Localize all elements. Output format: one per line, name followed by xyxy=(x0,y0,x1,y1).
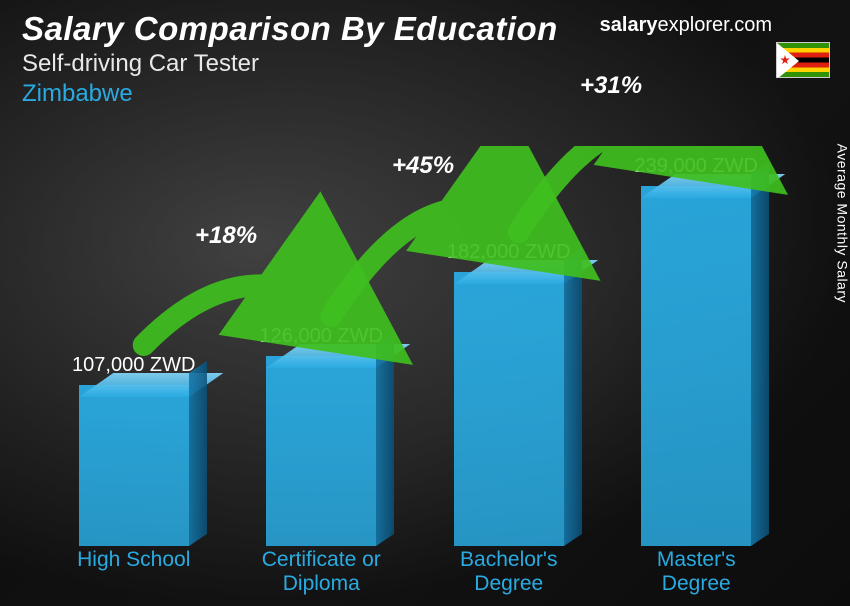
bar-front-face xyxy=(266,356,376,546)
bar-group: 239,000 ZWD xyxy=(606,155,786,546)
bar-chart: 107,000 ZWD126,000 ZWD182,000 ZWD239,000… xyxy=(40,146,790,546)
y-axis-label: Average Monthly Salary xyxy=(834,144,850,303)
bar-front-face xyxy=(454,272,564,546)
chart-title: Salary Comparison By Education xyxy=(22,10,828,48)
chart-location: Zimbabwe xyxy=(22,80,828,108)
bar-side-face xyxy=(564,248,582,546)
bar-group: 126,000 ZWD xyxy=(231,325,411,546)
category-label: Certificate orDiploma xyxy=(231,548,411,598)
pct-increase-label: +45% xyxy=(392,152,454,180)
category-label: High School xyxy=(44,548,224,598)
bars-container: 107,000 ZWD126,000 ZWD182,000 ZWD239,000… xyxy=(40,146,790,546)
bar-group: 182,000 ZWD xyxy=(419,241,599,546)
bar-side-face xyxy=(189,361,207,546)
category-labels: High SchoolCertificate orDiplomaBachelor… xyxy=(40,548,790,598)
chart-subtitle: Self-driving Car Tester xyxy=(22,50,828,78)
bar xyxy=(79,385,189,546)
bar xyxy=(454,272,564,546)
bar xyxy=(641,186,751,546)
bar-front-face xyxy=(79,385,189,546)
header: Salary Comparison By Education Self-driv… xyxy=(22,10,828,108)
bar xyxy=(266,356,376,546)
bar-side-face xyxy=(751,162,769,546)
bar-side-face xyxy=(376,332,394,546)
pct-increase-label: +18% xyxy=(195,222,257,250)
category-label: Master'sDegree xyxy=(606,548,786,598)
bar-group: 107,000 ZWD xyxy=(44,354,224,546)
bar-front-face xyxy=(641,186,751,546)
category-label: Bachelor'sDegree xyxy=(419,548,599,598)
